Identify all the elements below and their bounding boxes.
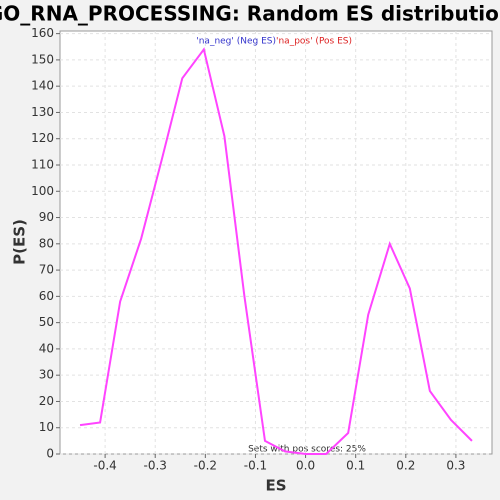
y-tick-label: 20 xyxy=(39,394,54,408)
x-tick-label: 0.0 xyxy=(296,459,315,473)
legend-entry: 'na_neg' (Neg ES) xyxy=(196,37,276,47)
y-tick-label: 150 xyxy=(31,52,54,66)
y-tick-label: 30 xyxy=(39,368,54,382)
y-tick-label: 40 xyxy=(39,341,54,355)
annotation: Sets with pos scores: 25% xyxy=(248,445,366,455)
y-tick-label: 60 xyxy=(39,289,54,303)
y-tick-label: 130 xyxy=(31,105,54,119)
y-tick-label: 70 xyxy=(39,263,54,277)
line xyxy=(79,47,473,455)
x-tick-label: -0.1 xyxy=(244,459,267,473)
y-tick-label: 110 xyxy=(31,157,54,171)
y-tick-label: 160 xyxy=(31,26,54,40)
y-tick-label: 90 xyxy=(39,210,54,224)
legend-entry: 'na_pos' (Pos ES) xyxy=(276,37,352,47)
x-tick-label: 0.3 xyxy=(446,459,465,473)
plot-area xyxy=(59,30,493,455)
y-tick-label: 80 xyxy=(39,236,54,250)
chart-title: GO_RNA_PROCESSING: Random ES distributio… xyxy=(0,2,500,26)
y-tick-label: 100 xyxy=(31,184,54,198)
y-axis-label: P(ES) xyxy=(11,219,29,265)
x-tick-label: -0.4 xyxy=(93,459,116,473)
x-tick-label: -0.3 xyxy=(144,459,167,473)
y-tick-label: 0 xyxy=(46,447,54,461)
y-tick-label: 140 xyxy=(31,79,54,93)
y-tick-label: 120 xyxy=(31,131,54,145)
y-tick-label: 50 xyxy=(39,315,54,329)
x-tick-label: 0.2 xyxy=(396,459,415,473)
x-tick-label: 0.1 xyxy=(346,459,365,473)
x-axis-label: ES xyxy=(265,477,286,495)
y-tick-label: 10 xyxy=(39,420,54,434)
x-tick-label: -0.2 xyxy=(194,459,217,473)
